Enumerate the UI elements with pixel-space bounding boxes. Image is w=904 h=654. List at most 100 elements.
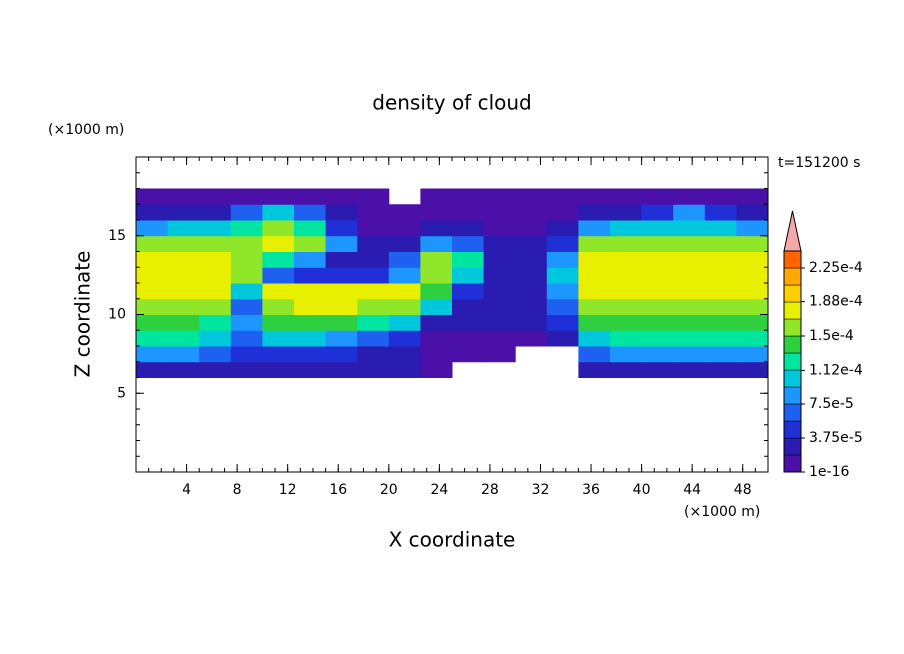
contour-cell (388, 314, 421, 331)
contour-cell (230, 204, 263, 221)
colorbar-band (783, 403, 802, 422)
contour-cell (136, 204, 169, 221)
x-tick-label: 16 (329, 482, 347, 498)
contour-cell (167, 361, 200, 378)
contour-cell (515, 330, 548, 347)
contour-cell (294, 283, 327, 300)
contour-cell (641, 314, 674, 331)
contour-cell (357, 220, 390, 237)
contour-cell (199, 235, 232, 252)
contour-cell (546, 204, 579, 221)
contour-cell (546, 220, 579, 237)
contour-cell (230, 346, 263, 363)
contour-cell (262, 267, 295, 284)
contour-cell (610, 330, 643, 347)
colorbar-tick-label: 7.5e-5 (809, 396, 854, 412)
contour-cell (388, 251, 421, 268)
contour-cell (294, 314, 327, 331)
contour-cell (610, 235, 643, 252)
contour-cell (673, 204, 706, 221)
colorbar-band (783, 284, 802, 303)
contour-cell (420, 235, 453, 252)
x-tick-label: 44 (683, 482, 701, 498)
contour-cell (736, 188, 769, 205)
colorbar-band (783, 267, 802, 286)
colorbar-band (783, 318, 802, 337)
contour-cell (294, 188, 327, 205)
contour-cell (515, 251, 548, 268)
contour-cell (420, 188, 453, 205)
contour-cell (578, 220, 611, 237)
contour-cell (357, 298, 390, 315)
contour-cell (452, 204, 485, 221)
contour-cell (641, 220, 674, 237)
contour-cell (483, 314, 516, 331)
contour-cell (262, 235, 295, 252)
contour-cell (736, 220, 769, 237)
x-axis-title: X coordinate (389, 528, 516, 552)
contour-cell (546, 235, 579, 252)
contour-cell (325, 235, 358, 252)
contour-cell (388, 204, 421, 221)
contour-cell (294, 220, 327, 237)
contour-cell (167, 267, 200, 284)
x-tick-label: 12 (279, 482, 297, 498)
contour-cell (420, 314, 453, 331)
contour-cell (610, 251, 643, 268)
contour-cell (546, 314, 579, 331)
contour-cell (452, 267, 485, 284)
contour-cell (641, 361, 674, 378)
contour-cell (641, 330, 674, 347)
contour-cell (294, 267, 327, 284)
contour-cell (610, 204, 643, 221)
contour-cell (610, 314, 643, 331)
contour-cell (199, 314, 232, 331)
contour-cell (262, 204, 295, 221)
contour-cell (578, 361, 611, 378)
contour-cell (199, 251, 232, 268)
contour-cell (546, 267, 579, 284)
contour-cell (325, 361, 358, 378)
x-tick-label: 28 (481, 482, 499, 498)
contour-cell (325, 283, 358, 300)
contour-cell (325, 220, 358, 237)
contour-cell (546, 188, 579, 205)
contour-cell (294, 251, 327, 268)
contour-cell (515, 298, 548, 315)
contour-cell (483, 283, 516, 300)
contour-cell (262, 361, 295, 378)
contour-cell (515, 220, 548, 237)
contour-cell (294, 298, 327, 315)
contour-cell (452, 235, 485, 252)
contour-cell (388, 346, 421, 363)
contour-cell (230, 361, 263, 378)
contour-cell (420, 204, 453, 221)
contour-cell (199, 330, 232, 347)
contour-cell (167, 314, 200, 331)
y-axis-title: Z coordinate (71, 251, 95, 378)
contour-cell (736, 267, 769, 284)
contour-cell (325, 204, 358, 221)
contour-cell (262, 251, 295, 268)
contour-cell (230, 283, 263, 300)
contour-cell (704, 283, 737, 300)
contour-cell (167, 346, 200, 363)
x-tick-label: 40 (633, 482, 651, 498)
contour-cell (704, 251, 737, 268)
contour-cell (673, 314, 706, 331)
contour-cell (420, 267, 453, 284)
contour-cell (452, 330, 485, 347)
contour-cell (262, 330, 295, 347)
contour-cell (136, 346, 169, 363)
x-tick-label: 36 (582, 482, 600, 498)
contour-cell (262, 298, 295, 315)
contour-cell (736, 330, 769, 347)
contour-cell (483, 235, 516, 252)
contour-cell (136, 283, 169, 300)
contour-cell (136, 267, 169, 284)
colorbar-extend (783, 210, 802, 252)
contour-cell (736, 298, 769, 315)
contour-cell (325, 314, 358, 331)
contour-cell (641, 298, 674, 315)
